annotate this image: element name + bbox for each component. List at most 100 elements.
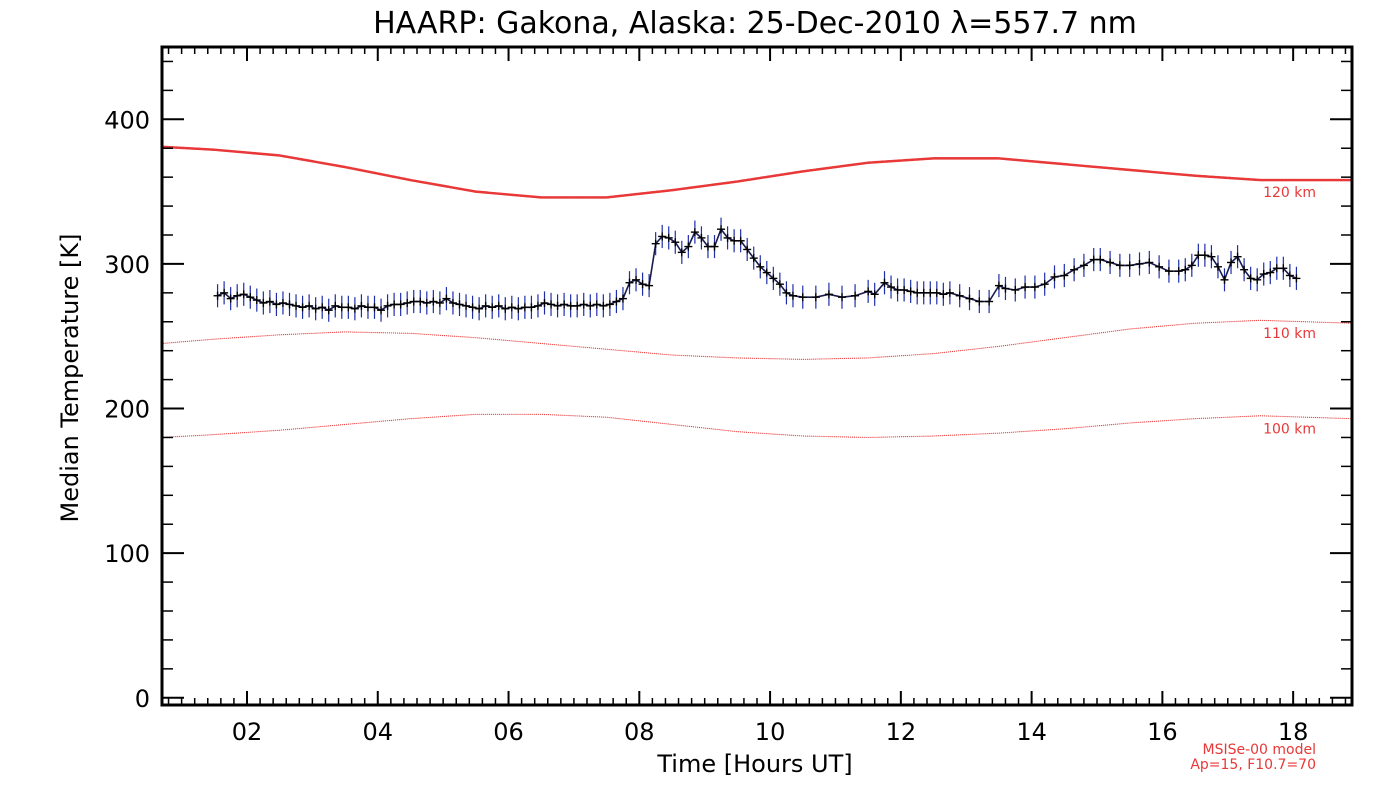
model-dot bbox=[806, 435, 808, 437]
model-dot bbox=[653, 421, 655, 424]
model-dot bbox=[555, 344, 557, 346]
model-dot bbox=[700, 427, 703, 429]
model-dot bbox=[1261, 415, 1264, 417]
model-dot bbox=[1026, 342, 1028, 344]
model-dot bbox=[957, 434, 959, 436]
model-dot bbox=[406, 418, 408, 420]
model-dot bbox=[404, 332, 406, 334]
model-dot bbox=[522, 341, 524, 343]
model-dot bbox=[1051, 428, 1054, 431]
model-dot bbox=[1287, 320, 1289, 322]
model-dot bbox=[230, 432, 232, 435]
model-dot bbox=[863, 436, 865, 438]
model-dot bbox=[822, 358, 824, 360]
model-dot bbox=[1038, 429, 1040, 432]
model-dot bbox=[216, 338, 218, 340]
x-tick-label: 18 bbox=[1278, 718, 1309, 746]
model-dot bbox=[926, 435, 928, 437]
model-dot bbox=[545, 343, 548, 345]
model-dot bbox=[355, 331, 357, 333]
model-dot bbox=[624, 418, 626, 420]
model-dot bbox=[514, 413, 516, 415]
model-dot bbox=[969, 433, 971, 435]
model-dot bbox=[712, 428, 714, 430]
model-dot bbox=[861, 357, 863, 359]
model-dot bbox=[810, 358, 812, 360]
model-dot bbox=[334, 331, 336, 333]
model-dot bbox=[1097, 425, 1099, 427]
model-dot bbox=[834, 436, 836, 438]
model-dot bbox=[330, 425, 332, 427]
model-dot bbox=[439, 334, 442, 336]
model-dot bbox=[1116, 330, 1118, 332]
model-dot bbox=[204, 339, 206, 341]
model-dot bbox=[796, 435, 799, 437]
model-dot bbox=[367, 421, 369, 424]
model-dot bbox=[820, 435, 822, 438]
model-dot bbox=[620, 349, 622, 352]
model-dot bbox=[1212, 417, 1214, 419]
model-dot bbox=[1095, 332, 1097, 335]
model-dot bbox=[1110, 424, 1112, 426]
model-dot bbox=[192, 435, 194, 437]
model-dot bbox=[716, 356, 718, 358]
model-dot bbox=[485, 413, 487, 415]
model-dot bbox=[1236, 416, 1238, 418]
model-dot bbox=[959, 434, 961, 436]
model-dot bbox=[518, 340, 520, 343]
model-dot bbox=[832, 358, 834, 360]
model-dot bbox=[740, 431, 742, 433]
model-dot bbox=[173, 436, 175, 438]
model-dot bbox=[237, 432, 240, 434]
model-dot bbox=[337, 331, 340, 333]
model-dot bbox=[1012, 343, 1014, 346]
model-dot bbox=[865, 357, 867, 359]
model-dot bbox=[938, 435, 940, 437]
model-dot bbox=[859, 436, 861, 438]
model-dot bbox=[1228, 416, 1230, 418]
model-dot bbox=[912, 354, 914, 356]
model-dot bbox=[649, 421, 652, 423]
model-dot bbox=[381, 420, 383, 422]
model-dot bbox=[840, 436, 842, 438]
model-dot bbox=[1181, 323, 1183, 325]
model-dot bbox=[226, 337, 228, 339]
model-note-line-1: MSISe-00 model bbox=[1202, 742, 1316, 758]
model-dot bbox=[1238, 416, 1240, 418]
model-dot bbox=[1079, 426, 1081, 428]
model-dot bbox=[1173, 324, 1175, 326]
model-dot bbox=[1093, 425, 1095, 427]
model-dot bbox=[1259, 415, 1262, 417]
model-dot bbox=[233, 337, 236, 339]
model-dot bbox=[702, 427, 704, 429]
model-dot bbox=[1142, 327, 1144, 329]
model-dot bbox=[1018, 431, 1020, 433]
model-dot bbox=[388, 332, 391, 334]
model-dot bbox=[636, 351, 638, 353]
model-dot bbox=[679, 424, 681, 426]
model-dot bbox=[1204, 417, 1207, 419]
model-dot bbox=[500, 339, 502, 341]
model-dot bbox=[592, 416, 595, 418]
model-dot bbox=[241, 432, 244, 434]
model-dot bbox=[985, 347, 987, 349]
model-dot bbox=[1148, 326, 1150, 328]
model-dot bbox=[932, 435, 934, 437]
model-dot bbox=[938, 352, 940, 354]
model-dot bbox=[463, 336, 465, 338]
model-dot bbox=[1150, 326, 1152, 328]
model-dot bbox=[1061, 428, 1063, 430]
model-dot bbox=[198, 434, 200, 437]
model-dot bbox=[428, 416, 430, 419]
model-dot bbox=[718, 356, 720, 358]
model-dot bbox=[955, 434, 958, 436]
model-dot bbox=[694, 355, 697, 357]
model-dot bbox=[906, 354, 908, 356]
model-dot bbox=[1151, 420, 1154, 423]
model-dot bbox=[985, 433, 987, 435]
model-dot bbox=[714, 428, 716, 430]
model-dot bbox=[565, 414, 567, 417]
y-tick-label: 200 bbox=[104, 396, 150, 424]
model-dot bbox=[163, 342, 165, 344]
model-dot bbox=[284, 429, 287, 431]
